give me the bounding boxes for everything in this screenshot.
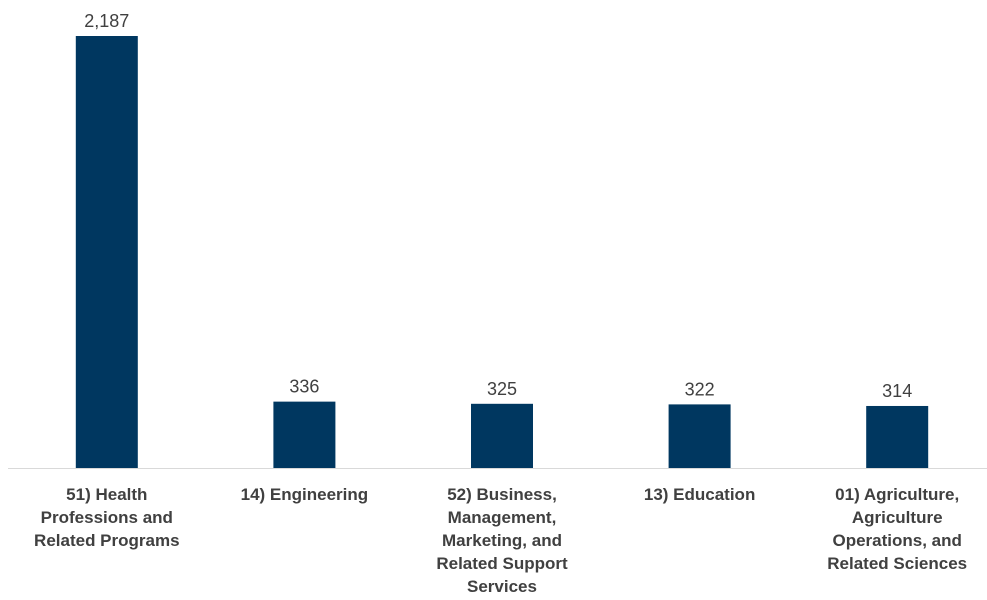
value-label-2: 325 bbox=[487, 379, 517, 399]
value-label-3: 322 bbox=[685, 379, 715, 399]
bar-1 bbox=[273, 401, 336, 468]
value-label-4: 314 bbox=[882, 381, 912, 401]
category-labels-group: 51) Health Professions and Related Program… bbox=[34, 485, 967, 596]
bar-2 bbox=[471, 403, 533, 468]
category-label-1: 14) Engineering bbox=[241, 485, 369, 504]
category-label-2: 52) Business, Management, Marketing, and Re… bbox=[436, 485, 568, 596]
bar-3 bbox=[668, 404, 731, 468]
value-label-1: 336 bbox=[289, 377, 319, 397]
bar-0 bbox=[75, 36, 138, 468]
value-label-0: 2,187 bbox=[84, 11, 129, 31]
category-label-4: 01) Agriculture, Agriculture Operations, a… bbox=[827, 485, 967, 573]
value-labels-group: 2,187 336 325 322 314 bbox=[84, 11, 912, 401]
category-label-0: 51) Health Professions and Related Program… bbox=[34, 485, 180, 550]
bar-4 bbox=[866, 405, 929, 468]
category-label-3: 13) Education bbox=[644, 485, 755, 504]
bars-group bbox=[75, 36, 929, 468]
